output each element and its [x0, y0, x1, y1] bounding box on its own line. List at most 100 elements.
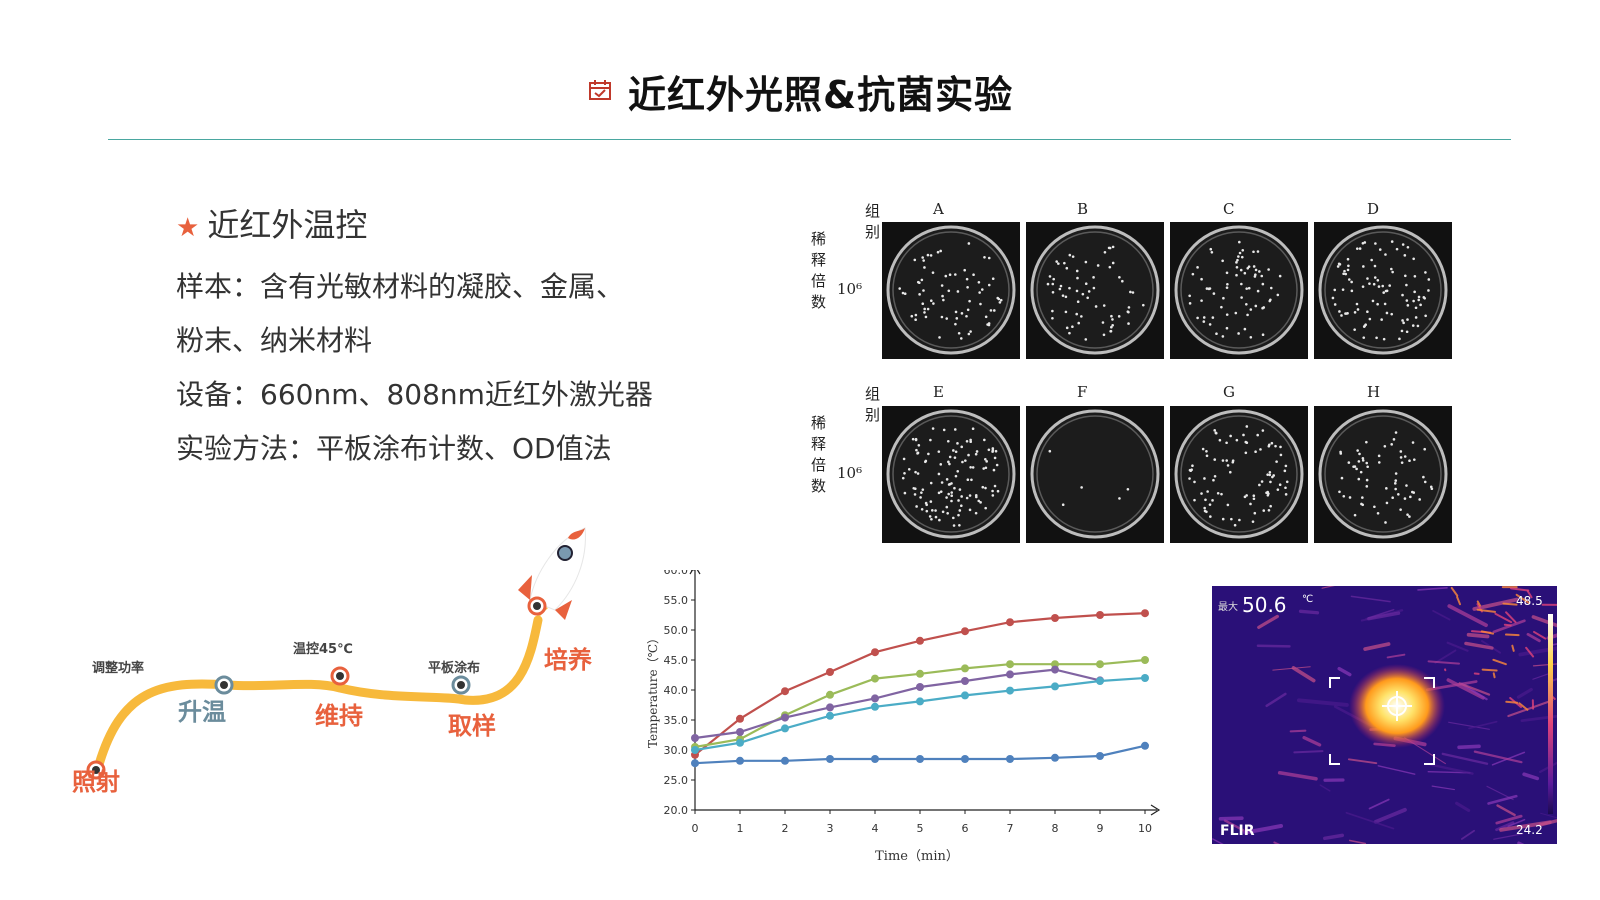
chart-y-tick-label: 35.0 — [664, 714, 689, 727]
focus-brackets — [1329, 677, 1435, 765]
chart-y-tick-label: 40.0 — [664, 684, 689, 697]
plate-h — [1314, 406, 1452, 543]
page-title: 近红外光照&抗菌实验 — [627, 73, 1014, 117]
node-irradiate — [86, 760, 106, 780]
label-culture: 培养 — [544, 646, 592, 674]
dilution-label-row1: 稀释倍数 — [811, 230, 827, 311]
dilution-value-row2: 10⁶ — [837, 464, 863, 482]
chart-data-point — [871, 694, 879, 703]
chart-x-tick-label: 9 — [1097, 822, 1104, 835]
chart-data-point — [1006, 686, 1014, 695]
chart-data-point — [1096, 611, 1104, 619]
col-label-d: D — [1367, 200, 1380, 218]
chart-data-point — [826, 711, 834, 720]
plate-e — [882, 406, 1020, 543]
chart-y-tick-label: 25.0 — [664, 774, 689, 787]
chart-data-point — [871, 648, 879, 657]
chart-data-point — [961, 677, 969, 685]
content-line-method: 实验方法：平板涂布计数、OD值法 — [176, 432, 612, 465]
col-label-f: F — [1077, 383, 1088, 401]
col-label-c: C — [1223, 200, 1235, 218]
col-label-g: G — [1223, 383, 1235, 401]
chart-data-point — [871, 674, 879, 683]
chart-data-point — [1141, 741, 1149, 750]
chart-data-point — [1051, 753, 1059, 762]
chart-data-point — [826, 703, 834, 712]
temperature-chart: 20.0 25.0 30.0 35.0 40.0 45.0 50.0 55.0 60.0 0 1 2 3… — [645, 564, 1170, 874]
chart-svg: 20.0 25.0 30.0 35.0 40.0 45.0 50.0 55.0 60.0 0 1 2 3… — [646, 564, 1161, 864]
chart-y-axis-label: Temperature（℃） — [646, 632, 660, 748]
crosshair-icon — [1382, 691, 1412, 721]
node-maintain — [330, 666, 350, 686]
col-label-e: E — [933, 383, 944, 401]
flir-logo: FLIR — [1220, 823, 1255, 839]
col-label-h: H — [1367, 383, 1381, 401]
label-adjust-power: 调整功率 — [92, 661, 145, 676]
chart-x-tick-label: 10 — [1138, 822, 1152, 835]
label-irradiate: 照射 — [72, 768, 120, 796]
chart-data-point — [1141, 674, 1149, 682]
chart-data-point — [691, 759, 699, 768]
label-sampling: 取样 — [448, 712, 496, 740]
plate-a — [882, 222, 1020, 359]
chart-data-point — [736, 756, 744, 765]
thermal-max-label: 最大 — [1218, 600, 1238, 613]
chart-y-tick-label: 30.0 — [664, 744, 689, 757]
chart-data-point — [961, 627, 969, 636]
section-heading-text: 近红外温控 — [207, 206, 368, 244]
chart-data-point — [736, 728, 744, 736]
thermal-unit: ℃ — [1302, 594, 1313, 605]
dilution-label-row2: 稀释倍数 — [811, 414, 827, 495]
chart-data-point — [1006, 618, 1014, 627]
chart-x-tick-label: 5 — [917, 822, 924, 835]
plate-d — [1314, 222, 1452, 359]
col-label-a: A — [933, 200, 944, 218]
chart-data-point — [691, 746, 699, 754]
chart-data-point — [916, 697, 924, 706]
chart-data-point — [736, 714, 744, 723]
chart-data-point — [781, 713, 789, 722]
label-maintain: 维持 — [315, 702, 363, 730]
plate-g — [1170, 406, 1308, 543]
label-temp-control: 温控45℃ — [293, 642, 353, 657]
content-line-sample: 样本：含有光敏材料的凝胶、金属、 — [176, 270, 625, 303]
chart-data-point — [1006, 660, 1014, 669]
chart-data-point — [1051, 614, 1059, 622]
chart-y-tick-label: 60.0 — [664, 570, 689, 577]
plate-f — [1026, 406, 1164, 543]
chart-data-point — [1096, 752, 1104, 760]
chart-y-tick-label: 55.0 — [664, 594, 689, 607]
chart-x-tick-label: 3 — [827, 822, 834, 835]
group-label-row1: 组别 — [865, 202, 881, 241]
chart-data-point — [1051, 682, 1059, 691]
chart-x-tick-label: 4 — [872, 822, 879, 835]
chart-data-point — [1006, 755, 1014, 763]
section-heading: ★ 近红外温控 — [176, 200, 696, 246]
chart-x-axis-label: Time（min） — [875, 849, 959, 864]
chart-y-tick-label: 45.0 — [664, 654, 689, 667]
thermal-max-value: 50.6 — [1242, 593, 1287, 617]
timeline-path-svg — [86, 527, 586, 780]
chart-series-line — [694, 668, 1101, 740]
chart-x-tick-label: 2 — [782, 822, 789, 835]
chart-data-point — [781, 724, 789, 733]
star-icon: ★ — [176, 213, 200, 243]
chart-data-point — [1006, 670, 1014, 679]
label-heat-up: 升温 — [178, 698, 226, 726]
col-label-b: B — [1077, 200, 1089, 218]
chart-data-point — [826, 668, 834, 676]
chart-data-point — [961, 691, 969, 700]
rocket-icon — [518, 527, 586, 620]
chart-data-point — [736, 738, 744, 747]
chart-x-tick-label: 0 — [692, 822, 699, 835]
chart-x-tick-label: 7 — [1007, 822, 1014, 835]
chart-data-point — [961, 755, 969, 763]
dilution-value-row1: 10⁶ — [837, 280, 863, 298]
group-label-row2: 组别 — [865, 385, 881, 424]
node-culture — [527, 596, 547, 616]
chart-data-point — [781, 756, 789, 765]
chart-data-point — [1096, 660, 1104, 669]
plate-b — [1026, 222, 1164, 359]
chart-data-point — [871, 755, 879, 763]
calendar-icon — [587, 77, 613, 107]
